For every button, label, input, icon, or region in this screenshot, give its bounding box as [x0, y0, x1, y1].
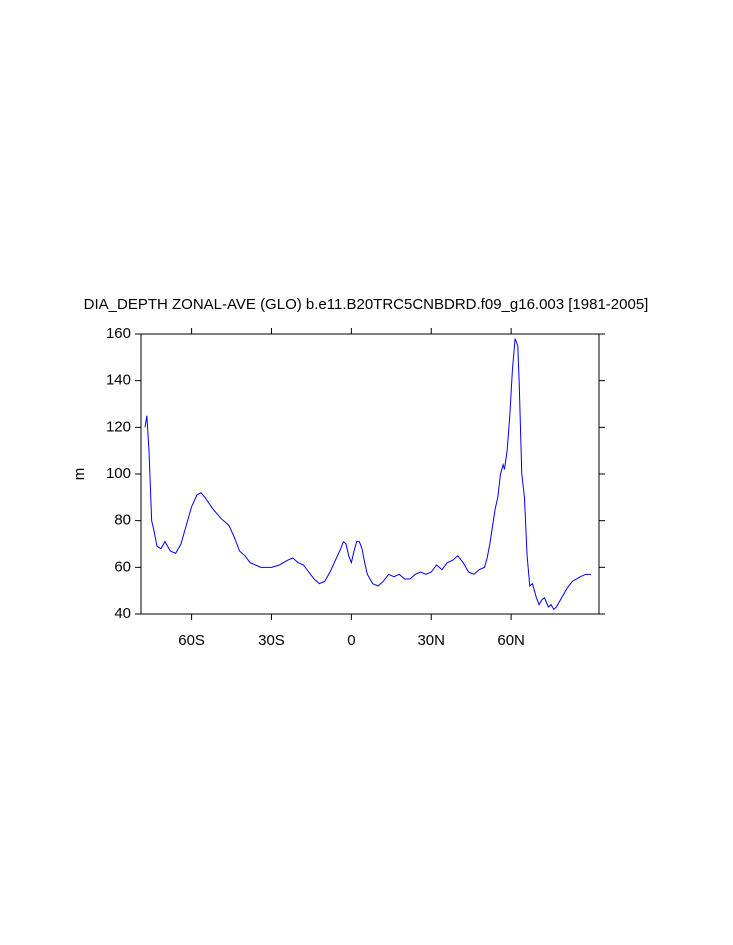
x-tick-label: 60S [178, 632, 205, 649]
plot-frame [140, 333, 600, 615]
x-tick-label: 30N [417, 632, 445, 649]
y-axis-label: m [71, 468, 88, 481]
data-line [144, 338, 592, 611]
y-tick-label: 40 [114, 605, 131, 622]
y-tick-label: 80 [114, 512, 131, 529]
chart-title: DIA_DEPTH ZONAL-AVE (GLO) b.e11.B20TRC5C… [84, 296, 649, 313]
y-tick-label: 60 [114, 558, 131, 575]
y-tick-label: 140 [106, 372, 131, 389]
y-tick-label: 160 [106, 325, 131, 342]
x-tick-label: 60N [497, 632, 525, 649]
x-tick-label: 0 [347, 632, 355, 649]
y-tick-label: 120 [106, 418, 131, 435]
y-tick-label: 100 [106, 465, 131, 482]
x-tick-label: 30S [258, 632, 285, 649]
